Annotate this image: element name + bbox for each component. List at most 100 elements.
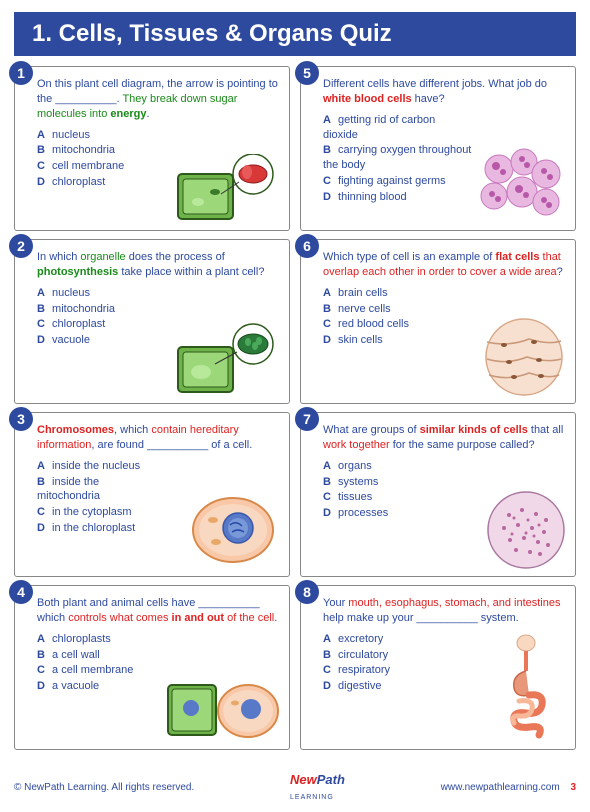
option-label: D (323, 506, 335, 521)
illustration (173, 154, 283, 224)
option-label: C (323, 663, 335, 678)
option-text: chloroplasts (49, 633, 111, 645)
question-number-badge: 7 (295, 407, 319, 431)
option-row[interactable]: C a cell membrane (37, 663, 157, 678)
page-number: 3 (570, 782, 576, 793)
option-label: B (37, 143, 49, 158)
option-text: thinning blood (335, 191, 407, 203)
option-text: respiratory (335, 664, 390, 676)
option-text: in the chloroplast (49, 522, 135, 534)
option-text: vacuole (49, 334, 90, 346)
option-text: chloroplast (49, 176, 105, 188)
option-row[interactable]: C in the cytoplasm (37, 505, 157, 520)
option-label: B (323, 475, 335, 490)
question-number-badge: 8 (295, 580, 319, 604)
option-label: D (323, 190, 335, 205)
option-row[interactable]: D processes (323, 506, 443, 521)
option-row[interactable]: A nucleus (37, 286, 157, 301)
option-text: fighting against germs (335, 175, 446, 187)
question-card: 5Different cells have different jobs. Wh… (300, 66, 576, 231)
logo: NewPath LEARNING (290, 772, 345, 802)
option-label: A (37, 286, 49, 301)
option-row[interactable]: D in the chloroplast (37, 521, 157, 536)
illustration (173, 322, 283, 397)
option-text: circulatory (335, 649, 388, 661)
option-text: a cell wall (49, 649, 100, 661)
option-label: B (323, 302, 335, 317)
option-row[interactable]: D thinning blood (323, 190, 473, 205)
illustration (484, 633, 569, 743)
illustration (484, 490, 569, 570)
option-text: skin cells (335, 334, 383, 346)
option-row[interactable]: C fighting against germs (323, 174, 473, 189)
option-label: D (323, 333, 335, 348)
option-row[interactable]: B systems (323, 475, 443, 490)
option-text: in the cytoplasm (49, 506, 132, 518)
url: www.newpathlearning.com (441, 782, 560, 793)
question-card: 6Which type of cell is an example of fla… (300, 239, 576, 404)
option-row[interactable]: B mitochondria (37, 302, 157, 317)
option-row[interactable]: A organs (323, 459, 443, 474)
option-row[interactable]: C respiratory (323, 663, 453, 678)
option-row[interactable]: B mitochondria (37, 143, 157, 158)
question-number-badge: 4 (9, 580, 33, 604)
option-label: D (37, 333, 49, 348)
question-text: What are groups of similar kinds of cell… (323, 423, 567, 453)
option-label: B (323, 648, 335, 663)
option-row[interactable]: B inside the mitochondria (37, 475, 157, 505)
option-label: A (37, 632, 49, 647)
option-text: red blood cells (335, 318, 409, 330)
option-row[interactable]: D digestive (323, 679, 453, 694)
question-card: 1On this plant cell diagram, the arrow i… (14, 66, 290, 231)
question-text: In which organelle does the process of p… (37, 250, 281, 280)
option-text: excretory (335, 633, 383, 645)
option-row[interactable]: D vacuole (37, 333, 157, 348)
option-label: D (37, 175, 49, 190)
option-row[interactable]: A inside the nucleus (37, 459, 157, 474)
option-row[interactable]: A getting rid of carbon dioxide (323, 113, 473, 143)
option-row[interactable]: A chloroplasts (37, 632, 157, 647)
option-label: C (37, 159, 49, 174)
footer: © NewPath Learning. All rights reserved.… (14, 772, 576, 802)
option-label: C (323, 317, 335, 332)
options-list: A organsB systemsC tissuesD processes (323, 459, 443, 521)
option-label: B (323, 143, 335, 158)
option-row[interactable]: A brain cells (323, 286, 443, 301)
option-text: systems (335, 476, 378, 488)
option-row[interactable]: C chloroplast (37, 317, 157, 332)
question-text: Your mouth, esophagus, stomach, and inte… (323, 596, 567, 626)
copyright: © NewPath Learning. All rights reserved. (14, 782, 194, 793)
option-row[interactable]: A nucleus (37, 128, 157, 143)
option-text: mitochondria (49, 303, 115, 315)
option-label: A (323, 113, 335, 128)
option-text: processes (335, 507, 388, 519)
options-list: A chloroplastsB a cell wallC a cell memb… (37, 632, 157, 694)
option-row[interactable]: D a vacuole (37, 679, 157, 694)
option-row[interactable]: B carrying oxygen throughout the body (323, 143, 473, 173)
option-label: A (37, 459, 49, 474)
option-row[interactable]: D skin cells (323, 333, 443, 348)
option-row[interactable]: B nerve cells (323, 302, 443, 317)
illustration (474, 144, 569, 224)
option-text: chloroplast (49, 318, 105, 330)
option-label: C (323, 490, 335, 505)
option-text: getting rid of carbon dioxide (323, 114, 435, 141)
option-text: cell membrane (49, 160, 124, 172)
option-label: A (323, 459, 335, 474)
options-list: A inside the nucleusB inside the mitocho… (37, 459, 157, 536)
question-text: Which type of cell is an example of flat… (323, 250, 567, 280)
option-text: nucleus (49, 287, 90, 299)
options-list: A excretoryB circulatoryC respiratoryD d… (323, 632, 453, 694)
option-row[interactable]: C cell membrane (37, 159, 157, 174)
option-row[interactable]: D chloroplast (37, 175, 157, 190)
option-text: a vacuole (49, 680, 99, 692)
option-row[interactable]: A excretory (323, 632, 453, 647)
question-number-badge: 6 (295, 234, 319, 258)
option-row[interactable]: B circulatory (323, 648, 453, 663)
illustration (163, 673, 283, 743)
option-row[interactable]: C tissues (323, 490, 443, 505)
option-text: nerve cells (335, 303, 391, 315)
option-row[interactable]: B a cell wall (37, 648, 157, 663)
option-row[interactable]: C red blood cells (323, 317, 443, 332)
illustration (479, 317, 569, 397)
